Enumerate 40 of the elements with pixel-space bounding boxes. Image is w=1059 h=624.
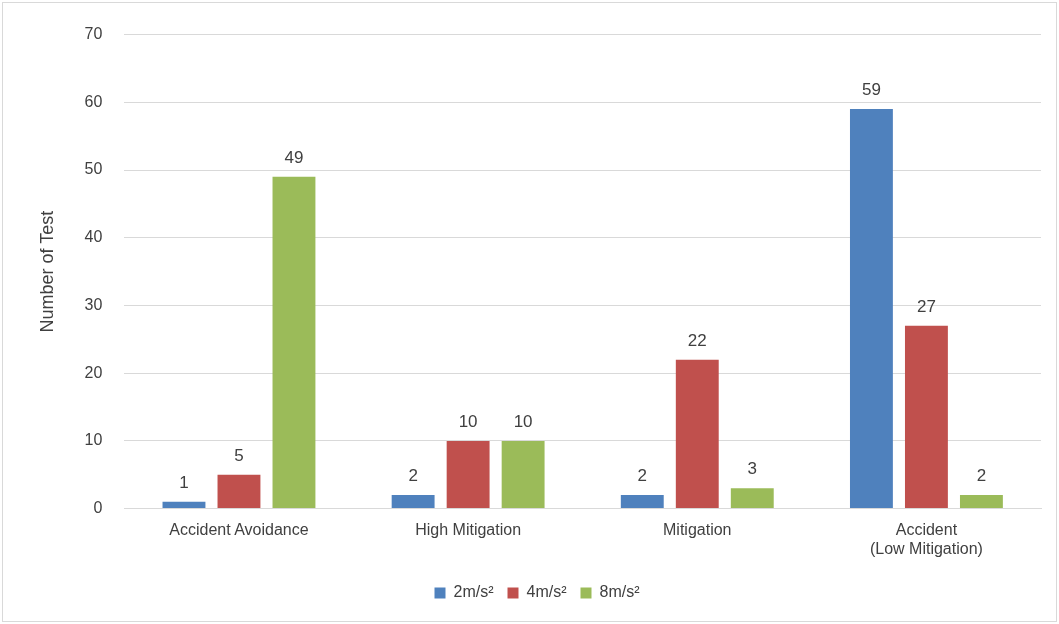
bar bbox=[162, 501, 206, 509]
data-label: 2 bbox=[637, 466, 648, 486]
bar bbox=[849, 109, 893, 509]
bar bbox=[501, 440, 545, 509]
bar bbox=[959, 495, 1003, 509]
y-tick-label: 0 bbox=[93, 499, 103, 517]
y-tick-label: 10 bbox=[84, 431, 103, 449]
y-tick-label: 60 bbox=[84, 92, 103, 110]
bar bbox=[620, 495, 664, 509]
legend-label: 4m/s² bbox=[526, 583, 568, 601]
data-label: 10 bbox=[513, 412, 533, 432]
data-label: 49 bbox=[284, 147, 304, 167]
legend-label: 8m/s² bbox=[599, 583, 641, 601]
y-tick-label: 40 bbox=[84, 228, 103, 246]
x-tick-label: Mitigation bbox=[663, 520, 732, 538]
bar bbox=[272, 176, 316, 509]
y-tick-label: 70 bbox=[84, 25, 103, 43]
data-label: 1 bbox=[179, 473, 189, 493]
y-axis-title: Number of Test bbox=[36, 210, 57, 333]
x-tick-label: High Mitigation bbox=[415, 520, 522, 538]
data-label: 5 bbox=[234, 445, 244, 465]
bar bbox=[217, 474, 261, 509]
bar bbox=[446, 440, 490, 509]
data-label: 10 bbox=[458, 412, 478, 432]
legend-label: 2m/s² bbox=[453, 583, 495, 601]
y-tick-label: 30 bbox=[84, 295, 103, 313]
y-tick-label: 50 bbox=[84, 160, 103, 178]
data-label: 2 bbox=[408, 466, 418, 486]
y-tick-label: 20 bbox=[84, 363, 103, 381]
bar bbox=[675, 359, 719, 509]
data-label: 27 bbox=[916, 296, 936, 316]
data-label: 2 bbox=[976, 466, 987, 486]
bar bbox=[391, 495, 435, 509]
data-label: 59 bbox=[861, 80, 881, 100]
x-tick-label: Accident Avoidance bbox=[169, 520, 309, 538]
data-label: 3 bbox=[747, 459, 757, 479]
x-tick-label: Accident (Low Mitigation) bbox=[869, 520, 983, 557]
bar bbox=[730, 488, 774, 509]
bar bbox=[904, 325, 948, 509]
data-label: 22 bbox=[687, 330, 707, 350]
